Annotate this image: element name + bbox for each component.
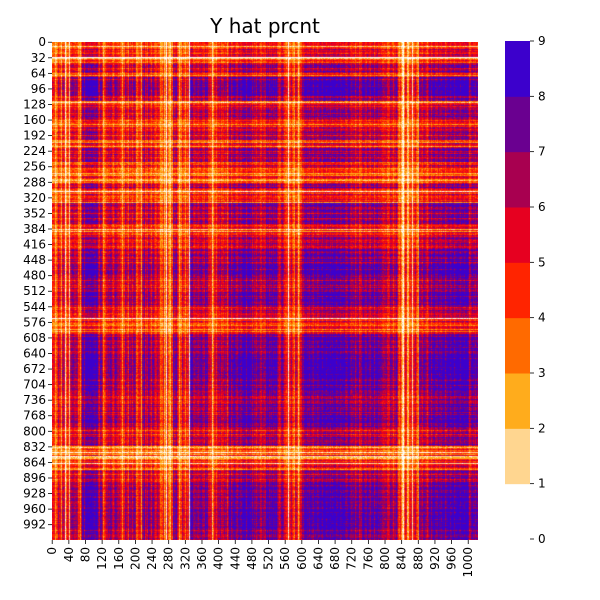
x-tick-label: 840: [395, 547, 409, 570]
y-tick-label: 224: [23, 144, 46, 158]
colorbar-tick-label: 6: [538, 200, 546, 214]
colorbar-tick-label: 3: [538, 366, 546, 380]
colorbar-band: [505, 262, 530, 319]
y-tick-label: 576: [23, 315, 46, 329]
y-tick-label: 672: [23, 362, 46, 376]
x-tick-label: 640: [311, 547, 325, 570]
x-tick-label: 520: [262, 547, 276, 570]
y-tick-label: 800: [23, 424, 46, 438]
colorbar: 0 1 2 3 4 5 6 7 8 9: [505, 34, 546, 546]
y-tick-label: 320: [23, 191, 46, 205]
colorbar-band: [505, 41, 530, 97]
x-tick-label: 360: [195, 547, 209, 570]
x-tick-label: 160: [112, 547, 126, 570]
colorbar-band: [505, 207, 530, 263]
x-tick-label: 880: [411, 547, 425, 570]
y-tick-label: 704: [23, 378, 46, 392]
x-tick-label: 240: [145, 547, 159, 570]
x-tick-label: 40: [62, 547, 76, 562]
x-tick-label: 120: [95, 547, 109, 570]
y-tick-label: 448: [23, 253, 46, 267]
y-tick-label: 640: [23, 346, 46, 360]
y-tick-label: 288: [23, 175, 46, 189]
y-tick-label: 256: [23, 160, 46, 174]
x-tick-label: 1000: [461, 547, 475, 578]
colorbar-band: [505, 373, 530, 429]
colorbar-band: [505, 428, 530, 485]
heatmap-canvas: [52, 42, 478, 540]
x-tick-label: 440: [228, 547, 242, 570]
y-tick-label: 96: [31, 82, 46, 96]
x-tick-label: 400: [212, 547, 226, 570]
x-tick-label: 760: [361, 547, 375, 570]
colorbar-tick-label: 2: [538, 421, 546, 435]
y-tick-label: 832: [23, 440, 46, 454]
colorbar-tick-label: 8: [538, 89, 546, 103]
colorbar-tick-label: 5: [538, 255, 546, 269]
x-tick-label: 920: [428, 547, 442, 570]
x-tick-label: 800: [378, 547, 392, 570]
colorbar-band: [505, 96, 530, 153]
y-tick-label: 768: [23, 409, 46, 423]
y-tick-label: 128: [23, 97, 46, 111]
x-axis: 0 40 80 120 160 200 240 280 320 360 400 440 480 520 56…: [45, 540, 475, 578]
y-tick-label: 160: [23, 113, 46, 127]
x-tick-label: 80: [78, 547, 92, 562]
colorbar-band: [505, 317, 530, 374]
colorbar-tick-label: 4: [538, 311, 546, 325]
x-tick-label: 960: [445, 547, 459, 570]
y-tick-label: 608: [23, 331, 46, 345]
x-tick-label: 720: [345, 547, 359, 570]
colorbar-tick-label: 7: [538, 145, 546, 159]
x-tick-label: 320: [178, 547, 192, 570]
y-tick-label: 544: [23, 300, 46, 314]
colorbar-tick-label: 1: [538, 477, 546, 491]
y-tick-label: 896: [23, 471, 46, 485]
x-tick-label: 200: [128, 547, 142, 570]
y-tick-label: 480: [23, 269, 46, 283]
y-tick-label: 192: [23, 129, 46, 143]
y-tick-label: 64: [31, 66, 46, 80]
colorbar-tick-label: 0: [538, 532, 546, 546]
y-tick-label: 992: [23, 518, 46, 532]
x-tick-label: 560: [278, 547, 292, 570]
colorbar-band: [505, 151, 530, 208]
y-tick-label: 32: [31, 51, 46, 65]
x-tick-label: 280: [162, 547, 176, 570]
y-tick-label: 416: [23, 238, 46, 252]
y-tick-label: 960: [23, 502, 46, 516]
y-tick-label: 0: [38, 35, 46, 49]
chart-title: Y hat prcnt: [209, 14, 320, 38]
colorbar-tick-label: 9: [538, 34, 546, 48]
x-tick-label: 0: [45, 547, 59, 555]
y-tick-label: 512: [23, 284, 46, 298]
y-tick-label: 864: [23, 455, 46, 469]
x-tick-label: 480: [245, 547, 259, 570]
y-tick-label: 736: [23, 393, 46, 407]
colorbar-band: [505, 483, 530, 540]
x-tick-label: 680: [328, 547, 342, 570]
heatmap-plot-area: [52, 42, 478, 540]
y-tick-label: 352: [23, 206, 46, 220]
y-tick-label: 384: [23, 222, 46, 236]
y-tick-label: 928: [23, 487, 46, 501]
x-tick-label: 600: [295, 547, 309, 570]
